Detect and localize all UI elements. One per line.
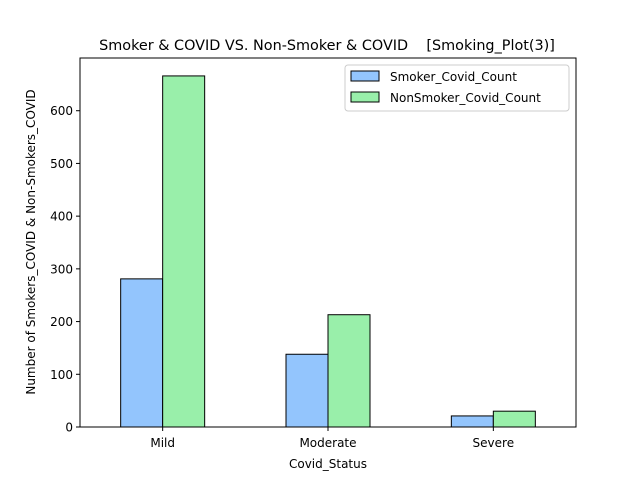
y-tick-label: 0	[65, 421, 73, 435]
x-tick-label: Mild	[150, 436, 175, 450]
legend: Smoker_Covid_Count NonSmoker_Covid_Count	[344, 64, 570, 112]
x-axis-ticks: Mild Moderate Severe	[150, 427, 514, 450]
y-tick-label: 500	[50, 157, 73, 171]
x-tick-label: Severe	[473, 436, 515, 450]
bar-nonsmoker-moderate	[327, 314, 371, 428]
legend-swatch	[350, 70, 380, 82]
y-axis-label: Number of Smokers_COVID & Non-Smokers_CO…	[24, 89, 38, 394]
y-tick-label: 100	[50, 368, 73, 382]
legend-label: NonSmoker_Covid_Count	[390, 91, 541, 105]
bar-nonsmoker-mild	[162, 75, 206, 428]
y-tick-label: 200	[50, 315, 73, 329]
legend-box	[344, 64, 570, 112]
chart-title: Smoker & COVID VS. Non-Smoker & COVID [S…	[99, 38, 555, 54]
bar-nonsmoker-severe	[492, 410, 536, 428]
x-axis-label: Covid_Status	[289, 457, 367, 471]
y-axis-ticks: 0 100 200 300 400 500 600	[50, 104, 80, 435]
y-tick-label: 600	[50, 104, 73, 118]
y-tick-label: 400	[50, 210, 73, 224]
legend-label: Smoker_Covid_Count	[390, 70, 517, 84]
axes-frame	[79, 57, 577, 428]
bar-smoker-severe	[450, 415, 494, 428]
bar-smoker-moderate	[285, 353, 329, 428]
y-tick-label: 300	[50, 262, 73, 276]
bars-layer	[120, 75, 536, 428]
x-tick-label: Moderate	[299, 436, 356, 450]
bar-smoker-mild	[120, 278, 164, 428]
legend-swatch	[350, 91, 380, 103]
